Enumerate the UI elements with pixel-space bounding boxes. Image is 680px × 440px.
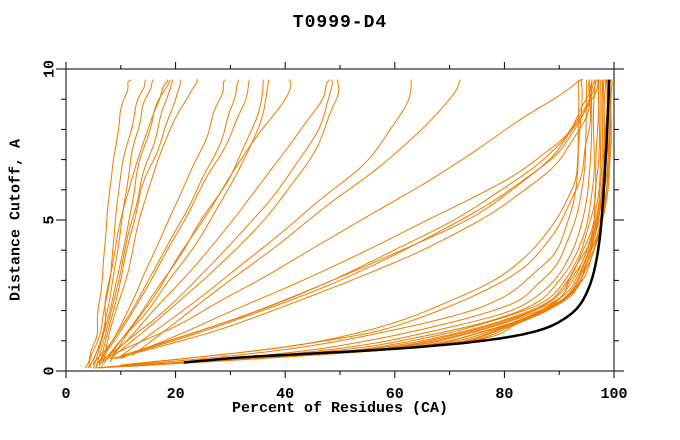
model-curve [131, 79, 603, 367]
model-curve [95, 79, 240, 366]
model-curve [98, 79, 270, 366]
plot-frame [65, 68, 615, 372]
model-curve [153, 79, 609, 365]
model-curve [89, 79, 155, 369]
model-curve [101, 79, 198, 367]
model-curve [131, 79, 462, 357]
model-curve [148, 79, 609, 366]
model-curve [98, 79, 333, 363]
model-curve [98, 79, 251, 364]
model-curve [137, 79, 605, 367]
model-curve [109, 79, 340, 360]
model-curve [126, 79, 602, 367]
model-curve [103, 79, 330, 364]
model-curve [115, 79, 596, 360]
model-curve [98, 79, 182, 367]
x-tick-label: 20 [166, 386, 185, 403]
y-tick-label: 0 [41, 366, 59, 376]
model-curve [109, 79, 292, 363]
x-tick-label: 0 [61, 386, 71, 403]
reference-curve [183, 79, 611, 364]
model-curve [142, 79, 607, 366]
model-curve [120, 79, 412, 357]
model-curve [131, 79, 592, 365]
model-curve [98, 79, 588, 369]
x-tick-label: 100 [600, 386, 628, 403]
model-curve [84, 79, 132, 369]
x-axis-label: Percent of Residues (CA) [231, 400, 449, 417]
model-curve [95, 79, 174, 368]
model-curve [87, 79, 169, 369]
x-tick-label: 40 [276, 386, 295, 403]
y-tick-label: 10 [41, 59, 59, 79]
model-curve [109, 79, 596, 368]
model-curve [87, 79, 146, 369]
model-curve [104, 79, 264, 363]
model-curve [175, 79, 613, 364]
model-curve [104, 79, 593, 368]
y-axis-label: Distance Cutoff, A [7, 138, 25, 302]
x-tick-label: 80 [495, 386, 514, 403]
model-curve [131, 79, 600, 354]
model-curve [120, 79, 591, 360]
y-tick-label: 5 [41, 215, 59, 225]
model-curve [92, 79, 171, 368]
curves-group [84, 78, 613, 369]
model-curve [92, 79, 226, 366]
model-curve [109, 79, 593, 360]
x-tick-label: 60 [385, 386, 404, 403]
model-curve [120, 79, 600, 367]
model-curve [109, 78, 583, 357]
plot-title: T0999-D4 [292, 13, 388, 33]
